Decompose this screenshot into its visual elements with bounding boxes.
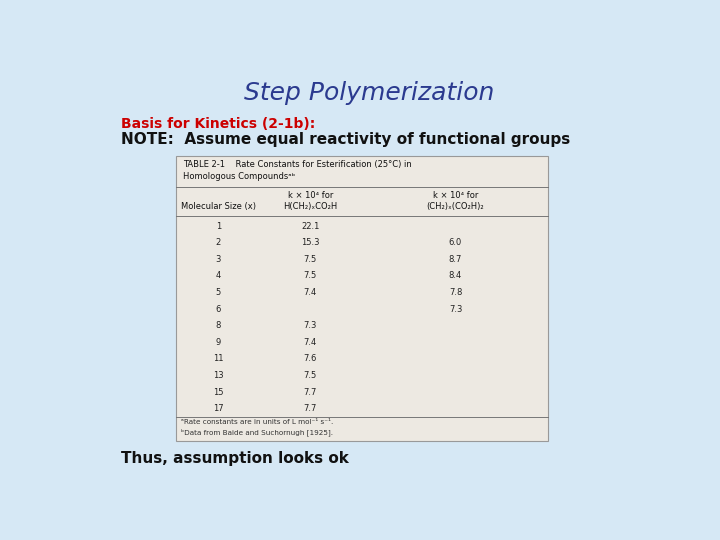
Text: 7.8: 7.8 bbox=[449, 288, 462, 297]
Text: 2: 2 bbox=[216, 238, 221, 247]
Text: 1: 1 bbox=[216, 221, 221, 231]
Text: 15: 15 bbox=[213, 388, 224, 396]
Text: Basis for Kinetics (2-1b):: Basis for Kinetics (2-1b): bbox=[121, 117, 315, 131]
Text: 11: 11 bbox=[213, 354, 224, 363]
Text: Step Polymerization: Step Polymerization bbox=[244, 82, 494, 105]
Text: 8.4: 8.4 bbox=[449, 272, 462, 280]
Text: 7.4: 7.4 bbox=[304, 288, 317, 297]
Text: 8: 8 bbox=[216, 321, 221, 330]
Text: 5: 5 bbox=[216, 288, 221, 297]
Text: Thus, assumption looks ok: Thus, assumption looks ok bbox=[121, 451, 348, 465]
Text: ᵃRate constants are in units of L mol⁻¹ s⁻¹.: ᵃRate constants are in units of L mol⁻¹ … bbox=[181, 419, 333, 425]
Text: 7.3: 7.3 bbox=[449, 305, 462, 314]
Text: 7.5: 7.5 bbox=[304, 255, 317, 264]
Text: 7.6: 7.6 bbox=[304, 354, 317, 363]
Text: 7.5: 7.5 bbox=[304, 371, 317, 380]
Text: Molecular Size (x): Molecular Size (x) bbox=[181, 202, 256, 212]
Text: (CH₂)ₓ(CO₂H)₂: (CH₂)ₓ(CO₂H)₂ bbox=[427, 202, 485, 212]
Text: NOTE:  Assume equal reactivity of functional groups: NOTE: Assume equal reactivity of functio… bbox=[121, 132, 570, 147]
Text: 7.7: 7.7 bbox=[304, 388, 317, 396]
Text: Homologous Compoundsᵃᵇ: Homologous Compoundsᵃᵇ bbox=[183, 172, 295, 181]
Text: 6.0: 6.0 bbox=[449, 238, 462, 247]
Text: 13: 13 bbox=[213, 371, 224, 380]
FancyBboxPatch shape bbox=[176, 156, 547, 441]
Text: 7.4: 7.4 bbox=[304, 338, 317, 347]
Text: k × 10⁴ for: k × 10⁴ for bbox=[288, 191, 333, 200]
Text: 15.3: 15.3 bbox=[301, 238, 320, 247]
Text: 9: 9 bbox=[216, 338, 221, 347]
Text: 3: 3 bbox=[216, 255, 221, 264]
Text: 8.7: 8.7 bbox=[449, 255, 462, 264]
Text: 6: 6 bbox=[216, 305, 221, 314]
Text: 17: 17 bbox=[213, 404, 224, 413]
Text: 7.7: 7.7 bbox=[304, 404, 317, 413]
Text: 22.1: 22.1 bbox=[301, 221, 320, 231]
Text: 7.5: 7.5 bbox=[304, 272, 317, 280]
Text: 4: 4 bbox=[216, 272, 221, 280]
Text: TABLE 2-1    Rate Constants for Esterification (25°C) in: TABLE 2-1 Rate Constants for Esterificat… bbox=[183, 160, 412, 170]
Text: ᵇData from Baide and Suchornugh [1925].: ᵇData from Baide and Suchornugh [1925]. bbox=[181, 429, 333, 436]
Text: 7.3: 7.3 bbox=[304, 321, 317, 330]
Text: H(CH₂)ₓCO₂H: H(CH₂)ₓCO₂H bbox=[283, 202, 338, 212]
Text: k × 10⁴ for: k × 10⁴ for bbox=[433, 191, 478, 200]
